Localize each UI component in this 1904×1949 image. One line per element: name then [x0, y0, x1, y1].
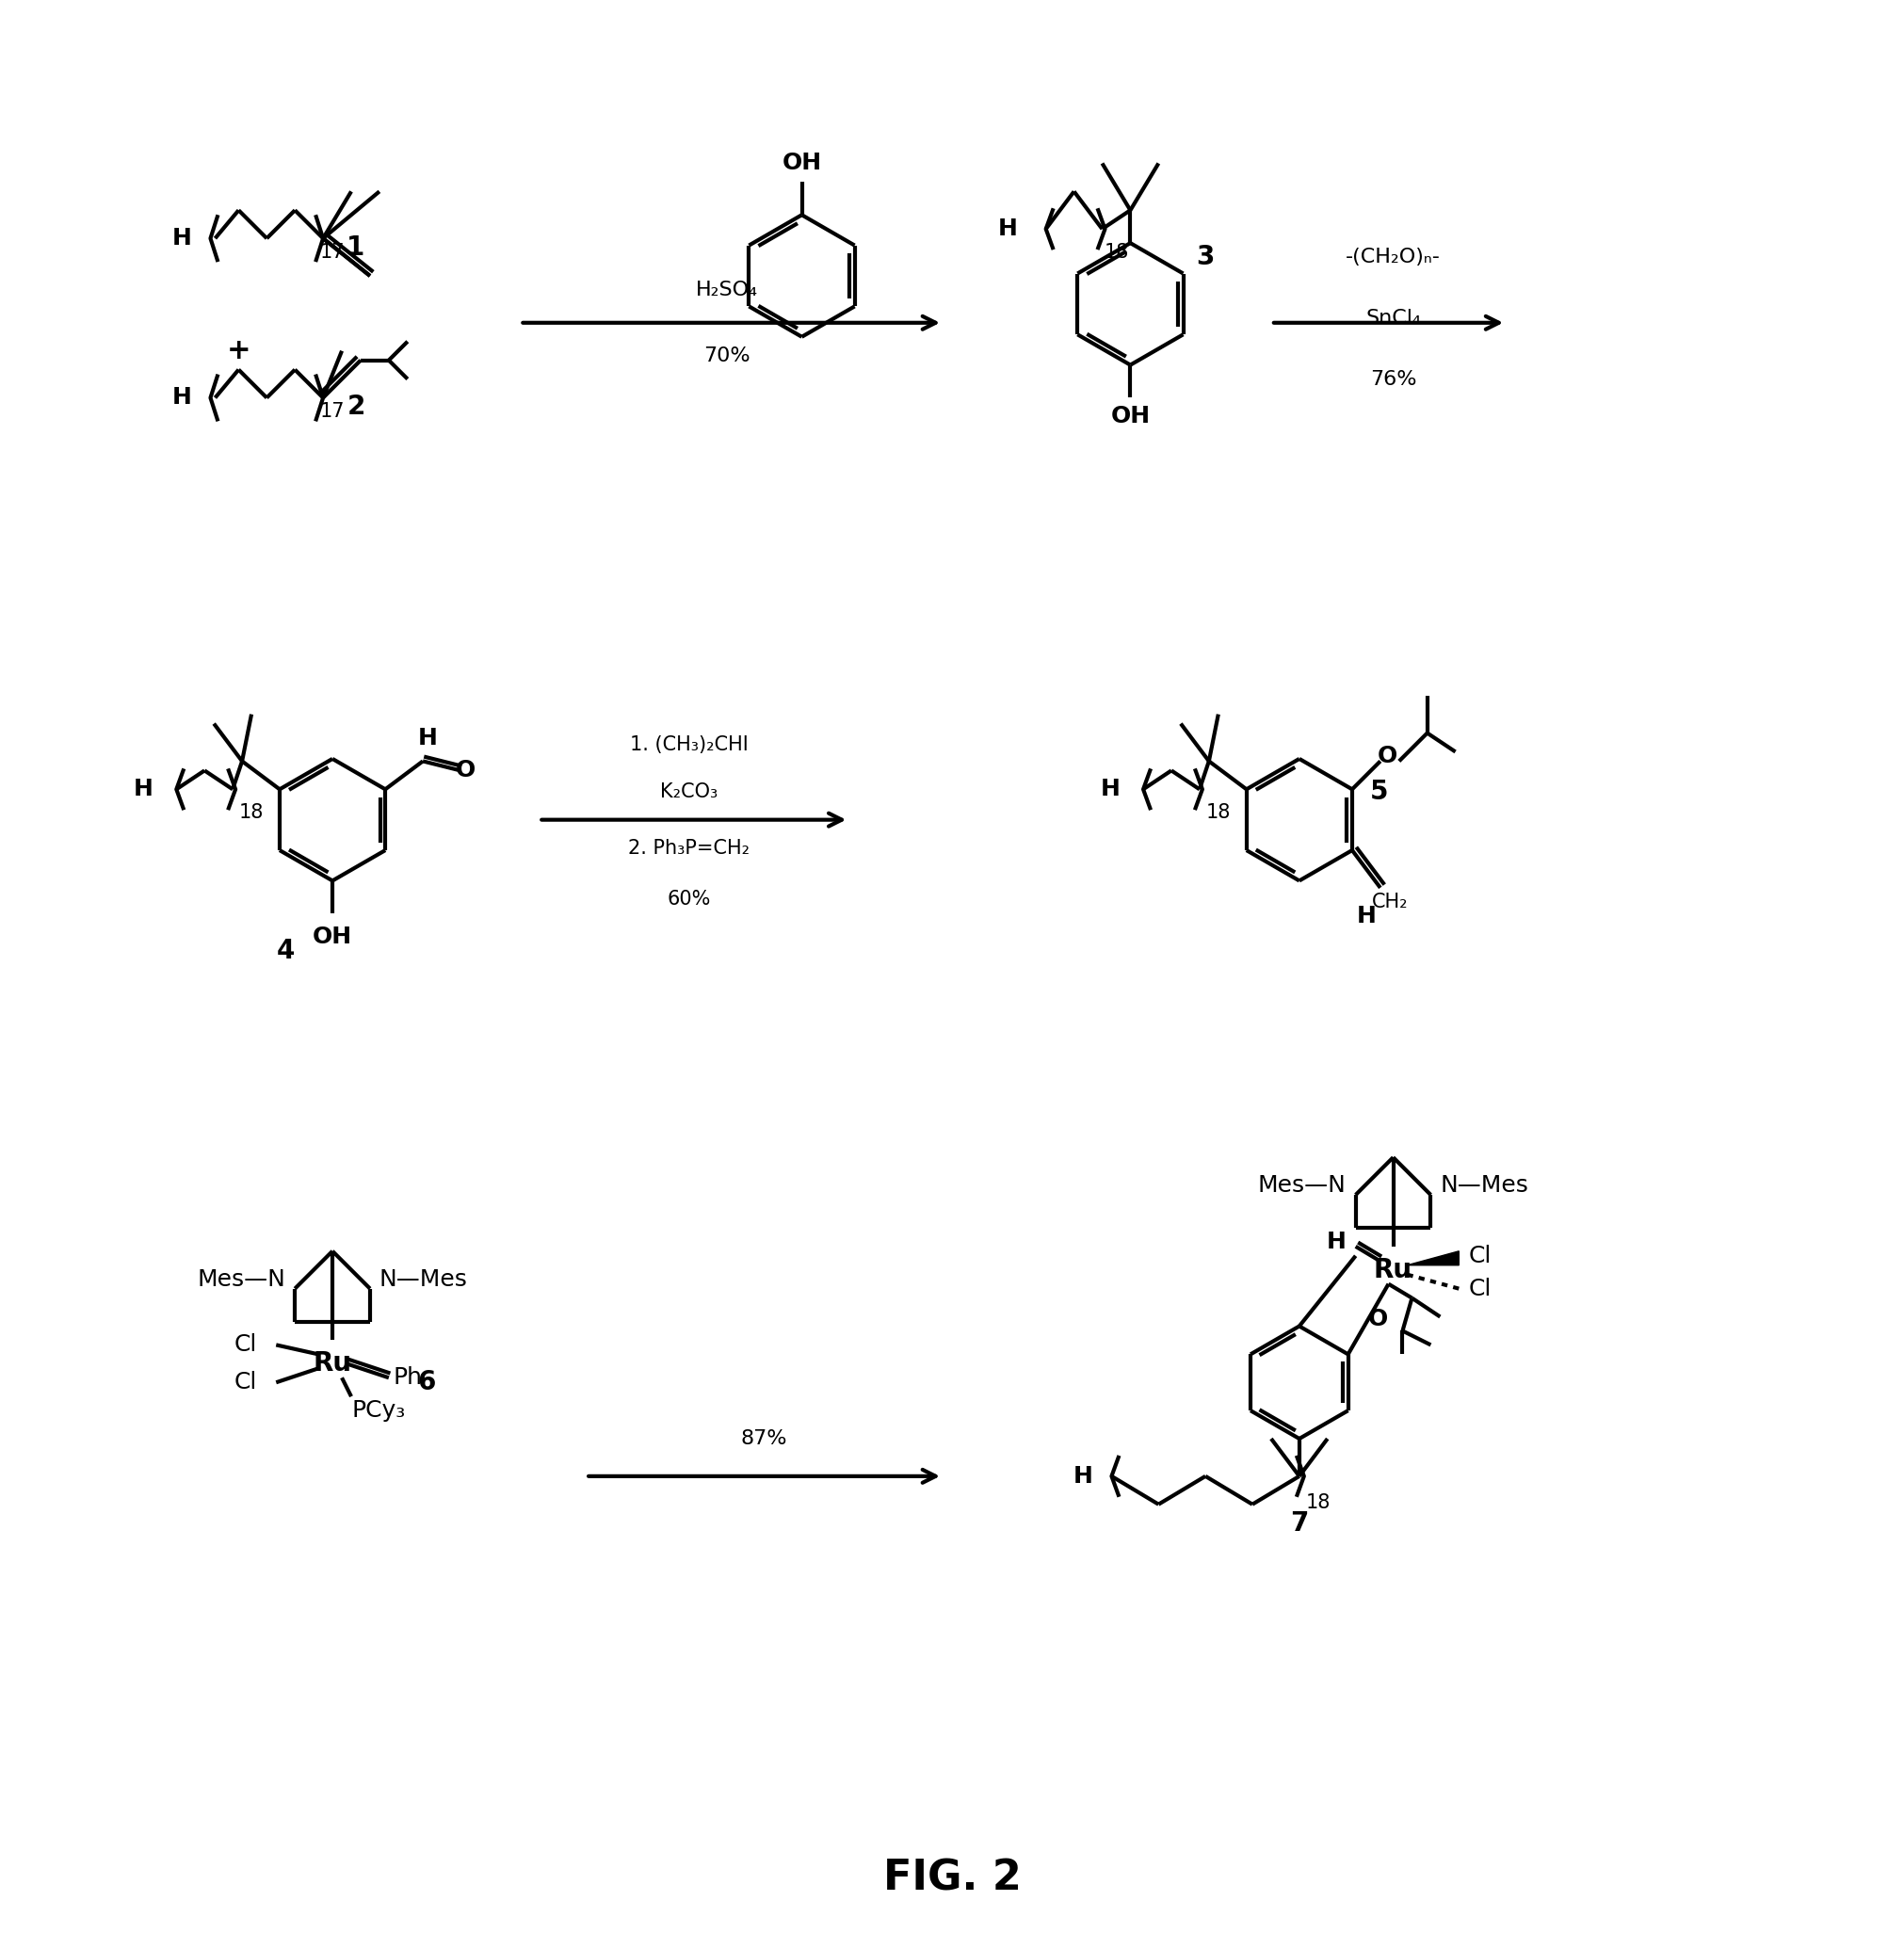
Text: 6: 6 — [417, 1370, 436, 1395]
Text: 18: 18 — [240, 803, 265, 822]
Text: OH: OH — [312, 926, 352, 949]
Polygon shape — [1407, 1251, 1458, 1265]
Text: H: H — [417, 727, 438, 748]
Text: 5: 5 — [1369, 778, 1388, 805]
Text: OH: OH — [783, 152, 823, 175]
Text: O: O — [1378, 745, 1398, 768]
Text: H: H — [1101, 778, 1120, 801]
Text: Mes—N: Mes—N — [198, 1269, 286, 1290]
Text: Cl: Cl — [1468, 1245, 1491, 1267]
Text: O: O — [1367, 1308, 1388, 1331]
Text: 18: 18 — [1205, 803, 1230, 822]
Text: 1. (CH₃)₂CHI: 1. (CH₃)₂CHI — [630, 735, 748, 754]
Text: 17: 17 — [320, 401, 345, 421]
Text: 4: 4 — [276, 937, 295, 965]
Text: 76%: 76% — [1369, 370, 1417, 388]
Text: 70%: 70% — [703, 347, 750, 364]
Text: H: H — [1356, 904, 1377, 928]
Text: PCy₃: PCy₃ — [350, 1399, 406, 1423]
Text: H: H — [173, 228, 192, 249]
Text: N—Mes: N—Mes — [1439, 1173, 1529, 1197]
Text: 2. Ph₃P=CH₂: 2. Ph₃P=CH₂ — [628, 838, 750, 858]
Text: SnCl₄: SnCl₄ — [1365, 308, 1420, 327]
Text: 17: 17 — [320, 244, 345, 261]
Text: 3: 3 — [1196, 244, 1215, 271]
Text: Ru: Ru — [312, 1351, 352, 1376]
Text: Cl: Cl — [234, 1372, 257, 1394]
Text: 18: 18 — [1104, 244, 1129, 261]
Text: -(CH₂O)ₙ-: -(CH₂O)ₙ- — [1346, 248, 1441, 267]
Text: Ru: Ru — [1375, 1257, 1413, 1282]
Text: H: H — [1327, 1230, 1346, 1253]
Text: H: H — [998, 218, 1019, 240]
Text: N—Mes: N—Mes — [379, 1269, 468, 1290]
Text: O: O — [455, 760, 476, 782]
Text: FIG. 2: FIG. 2 — [883, 1857, 1021, 1898]
Text: +: + — [227, 337, 251, 364]
Text: Cl: Cl — [1468, 1277, 1491, 1300]
Text: 18: 18 — [1306, 1493, 1331, 1512]
Text: H₂SO₄: H₂SO₄ — [695, 281, 758, 300]
Text: 87%: 87% — [741, 1429, 788, 1448]
Text: 60%: 60% — [666, 891, 710, 908]
Text: OH: OH — [1110, 405, 1150, 429]
Text: K₂CO₃: K₂CO₃ — [661, 782, 718, 801]
Text: H: H — [133, 778, 152, 801]
Text: 7: 7 — [1291, 1510, 1308, 1536]
Text: H: H — [1074, 1466, 1093, 1487]
Text: Mes—N: Mes—N — [1259, 1173, 1346, 1197]
Text: Ph: Ph — [394, 1366, 423, 1390]
Text: H: H — [173, 386, 192, 409]
Text: Cl: Cl — [234, 1333, 257, 1357]
Text: 1: 1 — [347, 234, 366, 261]
Text: 2: 2 — [347, 394, 366, 421]
Text: CH₂: CH₂ — [1371, 893, 1407, 912]
